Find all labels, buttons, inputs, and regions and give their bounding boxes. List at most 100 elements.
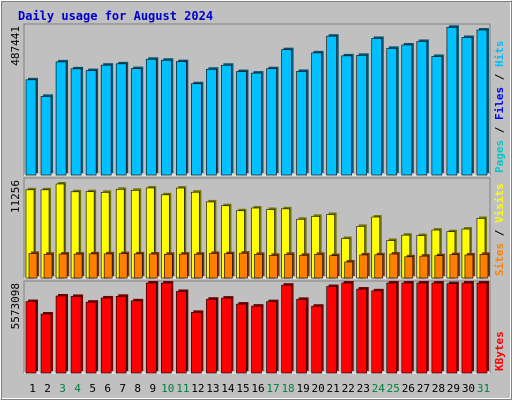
x-tick-day-13: 13	[206, 382, 219, 395]
bar-hits-day-3	[55, 61, 67, 176]
bar-kbytes-day-5	[85, 301, 97, 374]
legend-entry-visits: Visits	[493, 183, 506, 223]
bar-kbytes-day-31	[476, 282, 488, 374]
x-tick-day-22: 22	[342, 382, 355, 395]
bar-hits-day-18	[281, 49, 292, 176]
x-tick-day-19: 19	[296, 382, 309, 395]
x-tick-day-31: 31	[477, 382, 490, 395]
bar-sites-day-16	[254, 254, 263, 279]
x-tick-day-29: 29	[447, 382, 460, 395]
bar-sites-day-31	[479, 254, 489, 279]
bar-kbytes-day-6	[100, 297, 112, 374]
bar-sites-day-22	[344, 261, 353, 279]
panel-middle-max-label: 11256	[9, 180, 22, 213]
bar-kbytes-day-24	[371, 290, 383, 374]
bar-hits-day-23	[356, 55, 368, 176]
bar-sites-day-4	[73, 253, 83, 279]
panel-bottom-max-label: 5573098	[9, 283, 22, 329]
x-tick-day-9: 9	[149, 382, 156, 395]
bar-kbytes-day-10	[160, 282, 172, 374]
bar-sites-day-17	[269, 255, 278, 279]
x-tick-day-11: 11	[176, 382, 189, 395]
bar-sites-day-30	[464, 254, 474, 279]
legend-entry-hits: Hits	[493, 41, 506, 68]
x-tick-day-6: 6	[104, 382, 111, 395]
chart-title: Daily usage for August 2024	[18, 9, 213, 23]
bar-hits-day-2	[40, 96, 52, 176]
x-tick-day-18: 18	[281, 382, 294, 395]
legend-separator: /	[493, 67, 506, 87]
bar-kbytes-day-16	[251, 305, 262, 374]
bar-sites-day-23	[359, 254, 369, 279]
bar-sites-day-13	[209, 253, 218, 279]
bar-kbytes-day-7	[115, 295, 127, 374]
bar-sites-day-9	[148, 253, 158, 279]
x-tick-day-5: 5	[89, 382, 96, 395]
bar-hits-day-22	[341, 55, 352, 176]
bar-sites-day-2	[43, 253, 53, 279]
legend-separator: /	[493, 223, 506, 243]
bar-hits-day-10	[160, 59, 172, 176]
legend-entry-pages: Pages	[493, 140, 506, 173]
bar-kbytes-day-17	[266, 301, 277, 374]
bar-kbytes-day-20	[311, 305, 322, 374]
bar-kbytes-day-26	[401, 282, 413, 374]
bar-kbytes-day-3	[55, 295, 67, 374]
bar-sites-day-21	[329, 255, 338, 279]
bar-hits-day-31	[476, 29, 488, 176]
x-tick-day-4: 4	[74, 382, 81, 395]
bar-sites-day-10	[163, 253, 173, 279]
bar-sites-day-15	[239, 252, 248, 279]
bar-kbytes-day-14	[221, 297, 232, 374]
bar-hits-day-28	[431, 56, 443, 176]
bar-sites-day-5	[88, 253, 98, 279]
bar-kbytes-day-28	[431, 282, 443, 374]
bar-hits-day-19	[296, 71, 307, 176]
bar-kbytes-day-22	[341, 282, 352, 374]
bar-hits-day-26	[401, 44, 413, 176]
bar-hits-day-13	[206, 68, 217, 176]
bar-kbytes-day-8	[130, 300, 142, 374]
x-tick-day-24: 24	[372, 382, 386, 395]
bar-kbytes-day-12	[191, 312, 202, 374]
bar-hits-day-4	[70, 68, 82, 176]
bar-kbytes-day-23	[356, 288, 368, 374]
x-tick-day-10: 10	[161, 382, 174, 395]
bar-sites-day-25	[389, 253, 399, 279]
bar-sites-day-18	[284, 254, 293, 279]
bar-sites-day-28	[434, 255, 444, 279]
bar-hits-day-6	[100, 64, 112, 176]
bar-hits-day-27	[416, 41, 428, 176]
bar-sites-day-27	[419, 255, 429, 279]
x-tick-day-17: 17	[266, 382, 279, 395]
x-tick-day-14: 14	[221, 382, 235, 395]
x-tick-day-3: 3	[59, 382, 66, 395]
bar-kbytes-day-2	[40, 313, 52, 374]
bar-hits-day-7	[115, 63, 127, 176]
bar-sites-day-8	[133, 253, 143, 279]
bar-sites-day-3	[58, 253, 68, 279]
legend-entry-files: Files	[493, 87, 506, 120]
legend-entry-kbytes: KBytes	[493, 331, 506, 371]
x-tick-day-28: 28	[432, 382, 445, 395]
x-tick-day-8: 8	[134, 382, 141, 395]
bar-kbytes-day-25	[386, 282, 398, 374]
bar-hits-day-21	[326, 35, 337, 176]
bar-sites-day-26	[404, 256, 414, 279]
bar-hits-day-16	[251, 72, 262, 176]
bar-sites-day-11	[179, 253, 188, 279]
x-tick-day-12: 12	[191, 382, 204, 395]
x-tick-day-26: 26	[402, 382, 415, 395]
x-tick-day-16: 16	[251, 382, 264, 395]
x-tick-day-27: 27	[417, 382, 430, 395]
panel-bottom-legend: KBytes	[493, 331, 506, 371]
bar-sites-day-6	[103, 253, 113, 279]
x-tick-day-2: 2	[44, 382, 51, 395]
x-tick-day-21: 21	[327, 382, 340, 395]
bar-sites-day-1	[28, 253, 38, 279]
bar-kbytes-day-4	[70, 296, 82, 374]
legend-separator: /	[493, 120, 506, 140]
bar-hits-day-11	[176, 61, 187, 176]
legend-entry-sites: Sites	[493, 243, 506, 276]
